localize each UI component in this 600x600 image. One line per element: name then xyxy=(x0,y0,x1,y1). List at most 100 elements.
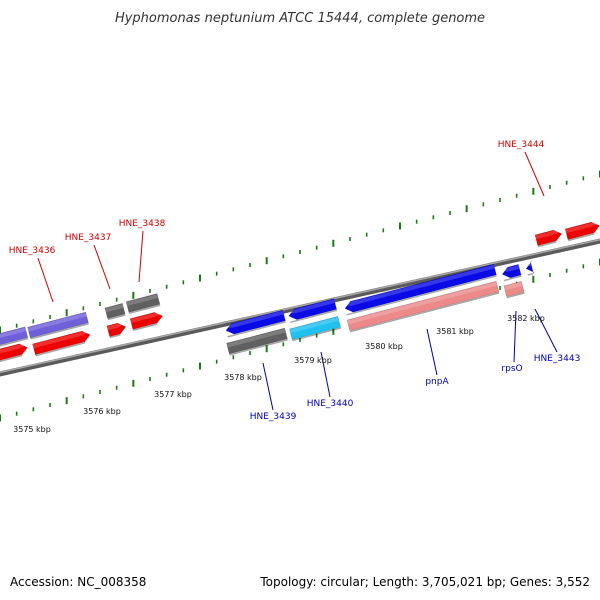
feature-red-forward-6 xyxy=(564,221,600,242)
purple-reverse-2-shadow xyxy=(30,323,89,340)
backbone xyxy=(0,238,600,377)
blue-reverse-5-sheen xyxy=(525,262,533,267)
feature-purple-reverse-2 xyxy=(27,311,89,340)
red-forward-2-shape xyxy=(32,330,91,355)
pink-feature-1-sheen xyxy=(347,281,498,325)
red-forward-1-shape xyxy=(0,343,28,363)
blue-reverse-4-shape xyxy=(501,264,522,279)
red-forward-3-sheen xyxy=(107,323,125,331)
pink-feature-2-shape xyxy=(503,281,525,297)
blue-reverse-3-sheen xyxy=(344,264,495,306)
leader-line xyxy=(426,328,438,376)
backbone-highlight xyxy=(0,238,600,374)
gene-label-hne_3439[interactable]: HNE_3439 xyxy=(250,412,297,422)
gray-feature-3-shape xyxy=(226,327,288,355)
cyan-reverse-1-sheen xyxy=(289,316,339,334)
gene-label-hne_3436[interactable]: HNE_3436 xyxy=(9,246,56,256)
feature-gray-feature-2 xyxy=(125,293,161,315)
gray-feature-1-shadow xyxy=(107,314,126,321)
purple-reverse-1-shape xyxy=(0,326,29,346)
blue-reverse-5-shadow xyxy=(527,272,534,276)
red-forward-6-shape xyxy=(564,221,600,240)
red-forward-6-sheen xyxy=(565,222,599,234)
leader-lines xyxy=(37,151,558,411)
blue-reverse-5-shape xyxy=(525,261,536,273)
feature-red-forward-5 xyxy=(534,229,563,248)
leader-line xyxy=(534,308,558,353)
red-forward-6-shadow xyxy=(567,233,595,242)
feature-cyan-reverse-1 xyxy=(289,316,342,342)
blue-reverse-3-shadow xyxy=(346,275,497,316)
feature-gray-feature-1 xyxy=(104,303,126,321)
blue-reverse-1-sheen xyxy=(225,310,284,328)
pink-feature-1-shape xyxy=(346,280,500,332)
scale-label: 3581 kbp xyxy=(436,327,474,336)
gray-feature-2-shape xyxy=(125,293,161,313)
feature-pink-feature-2 xyxy=(503,281,525,299)
leader-line xyxy=(262,362,274,411)
red-forward-2-sheen xyxy=(32,331,90,349)
map-title: Hyphomonas neptunium ATCC 15444, complet… xyxy=(115,11,485,26)
feature-layer xyxy=(0,221,600,364)
leader-line xyxy=(524,151,545,197)
blue-reverse-2-shadow xyxy=(290,309,338,324)
blue-reverse-2-shape xyxy=(288,298,337,320)
feature-pink-feature-1 xyxy=(346,280,500,333)
gene-label-rpso[interactable]: rpsO xyxy=(501,364,522,374)
feature-blue-reverse-1 xyxy=(225,309,286,338)
cyan-reverse-1-shape xyxy=(289,316,341,340)
gene-label-pnpa[interactable]: pnpA xyxy=(425,377,449,387)
blue-reverse-2-sheen xyxy=(288,299,335,314)
blue-reverse-4-sheen xyxy=(501,264,520,272)
blue-reverse-4-shadow xyxy=(503,275,522,282)
topology-text: Topology: circular; Length: 3,705,021 bp… xyxy=(259,575,590,589)
feature-red-forward-2 xyxy=(32,330,91,357)
gene-label-hne_3444[interactable]: HNE_3444 xyxy=(498,140,545,150)
scale-label: 3580 kbp xyxy=(365,342,403,351)
purple-reverse-2-shape xyxy=(27,311,89,339)
scale-label: 3576 kbp xyxy=(83,407,121,416)
leader-line xyxy=(93,244,111,290)
purple-reverse-1-sheen xyxy=(0,327,27,339)
gray-feature-2-sheen xyxy=(126,294,159,306)
gene-label-hne_3440[interactable]: HNE_3440 xyxy=(307,399,354,409)
scale-label: 3577 kbp xyxy=(154,390,192,399)
gene-label-hne_3443[interactable]: HNE_3443 xyxy=(534,354,581,364)
blue-reverse-1-shadow xyxy=(227,321,286,338)
scale-label: 3582 kbp xyxy=(507,314,545,323)
leader-line xyxy=(138,230,144,283)
leader-line xyxy=(37,257,54,303)
purple-reverse-1-shadow xyxy=(0,337,29,349)
gene-label-hne_3438[interactable]: HNE_3438 xyxy=(119,219,166,229)
red-forward-3-shape xyxy=(106,322,127,337)
feature-purple-reverse-1 xyxy=(0,326,29,349)
blue-reverse-1-shape xyxy=(225,309,286,335)
blue-reverse-3-shape xyxy=(344,263,497,313)
leader-line xyxy=(320,351,331,398)
feature-blue-reverse-2 xyxy=(288,298,338,324)
gray-feature-1-sheen xyxy=(105,303,124,313)
scale-label: 3579 kbp xyxy=(294,356,332,365)
gray-feature-1-shape xyxy=(104,303,126,319)
red-forward-5-sheen xyxy=(535,230,561,240)
gene-labels: HNE_3436 HNE_3437 HNE_3438 HNE_3444 HNE_3439… xyxy=(9,140,581,422)
red-forward-4-shape xyxy=(129,312,163,330)
gray-feature-3-sheen xyxy=(226,328,286,348)
gray-feature-3-shadow xyxy=(229,339,288,356)
feature-gray-feature-3 xyxy=(226,327,288,356)
red-forward-4-sheen xyxy=(130,312,162,323)
red-forward-2-shadow xyxy=(35,342,86,357)
gene-label-hne_3437[interactable]: HNE_3437 xyxy=(65,233,112,243)
feature-red-forward-3 xyxy=(106,322,127,339)
scale-label: 3578 kbp xyxy=(224,373,262,382)
cyan-reverse-1-shadow xyxy=(292,327,342,342)
pink-feature-2-sheen xyxy=(504,281,523,291)
purple-reverse-2-sheen xyxy=(27,312,87,332)
scale-label: 3575 kbp xyxy=(13,425,51,434)
pink-feature-1-shadow xyxy=(349,292,500,333)
red-forward-5-shadow xyxy=(537,241,557,248)
pink-feature-2-shadow xyxy=(506,292,525,299)
gray-feature-2-shadow xyxy=(128,304,161,315)
scale-labels: 3575 kbp 3576 kbp 3577 kbp 3578 kbp 3579 kbp… xyxy=(13,314,545,434)
